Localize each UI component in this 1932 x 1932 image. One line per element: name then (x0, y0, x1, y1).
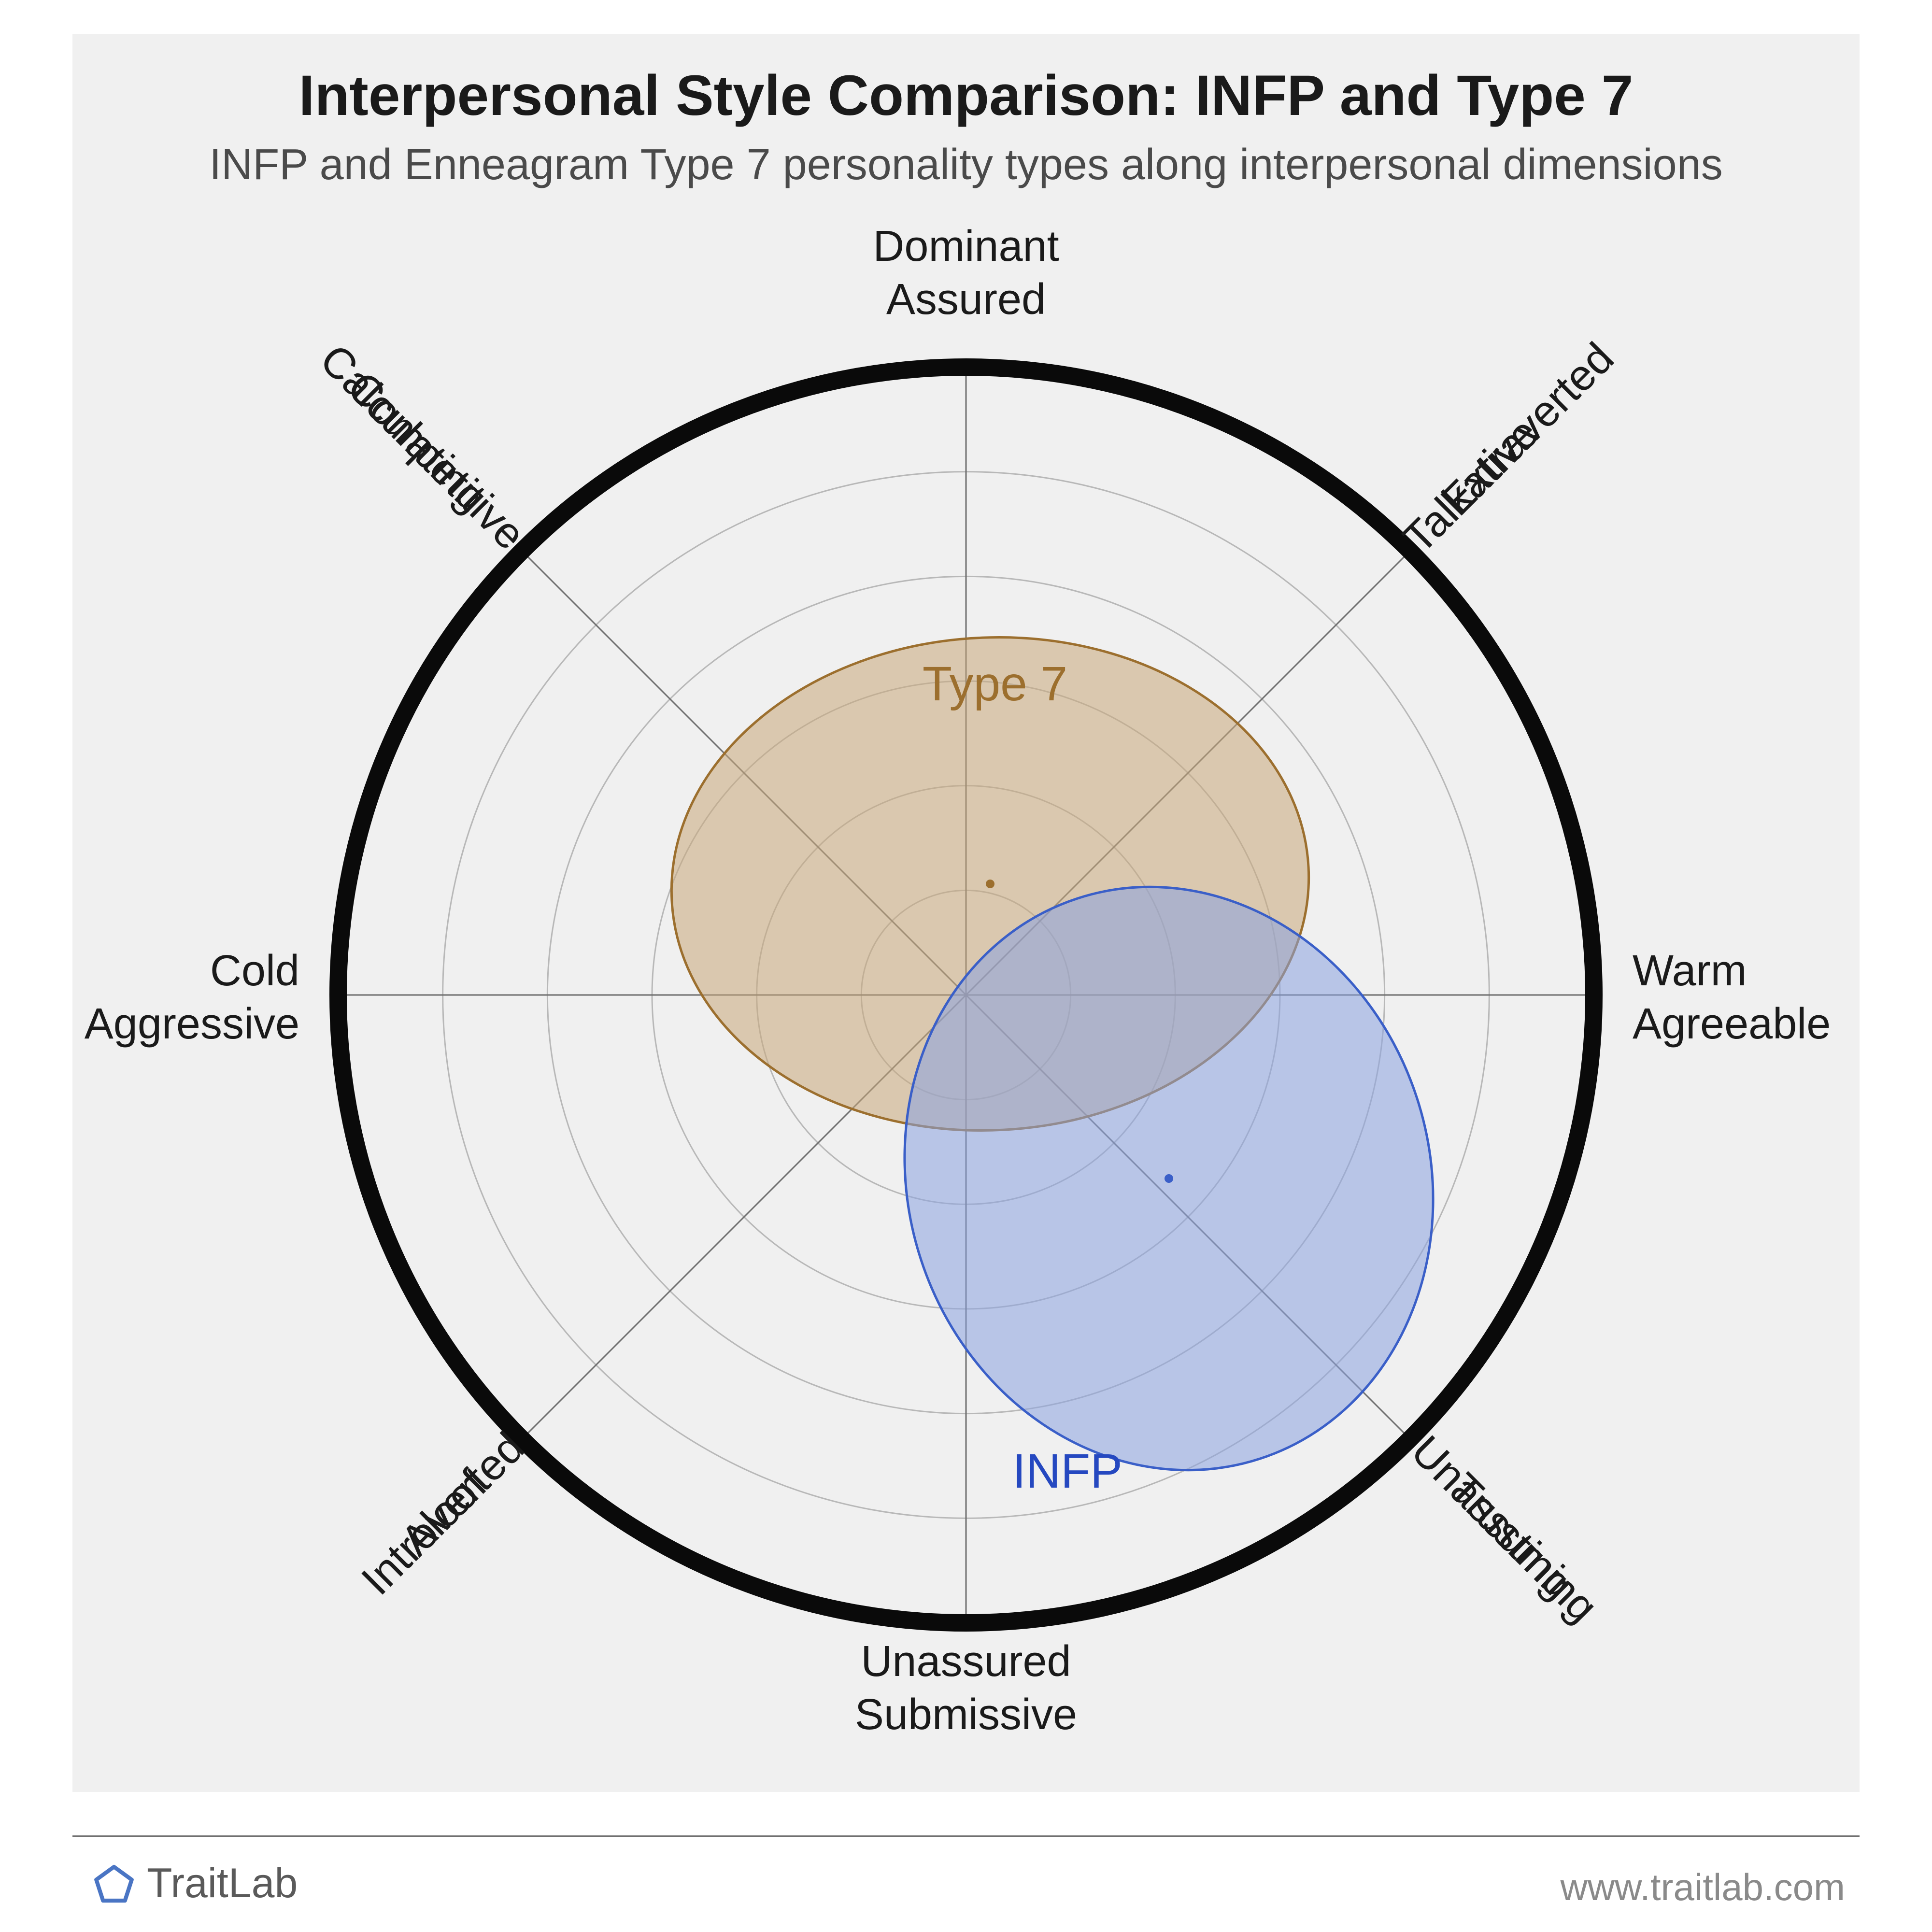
axis-label: Aggressive (85, 1000, 299, 1048)
axis-label: Submissive (855, 1690, 1077, 1739)
page: Interpersonal Style Comparison: INFP and… (0, 0, 1932, 1932)
axis-label: Assured (886, 275, 1046, 324)
ellipse-center-dot (986, 880, 994, 888)
ellipse-center-dot (1165, 1174, 1173, 1183)
footer-divider (72, 1835, 1860, 1837)
axis-label: Calculating (311, 335, 497, 522)
ellipse-label: Type 7 (923, 657, 1067, 711)
ellipse-label: INFP (1012, 1444, 1122, 1498)
brand-label: TraitLab (147, 1860, 298, 1907)
axis-label: Agreeable (1633, 1000, 1831, 1048)
pentagon-icon (92, 1861, 136, 1906)
axis-label: Introverted (353, 1423, 534, 1605)
circumplex-chart: Type 7INFPAssuredDominantExtravertedTalk… (0, 0, 1932, 1932)
axis-label: Warm (1633, 947, 1747, 995)
footer-url: www.traitlab.com (1561, 1865, 1846, 1909)
brand: TraitLab (92, 1860, 298, 1907)
axis-label: Trusting (1439, 1464, 1583, 1608)
axis-label: Cold (210, 947, 299, 995)
axis-label: Talkative (1394, 409, 1548, 562)
axis-label: Unassured (861, 1637, 1071, 1686)
axis-label: Dominant (873, 222, 1059, 270)
